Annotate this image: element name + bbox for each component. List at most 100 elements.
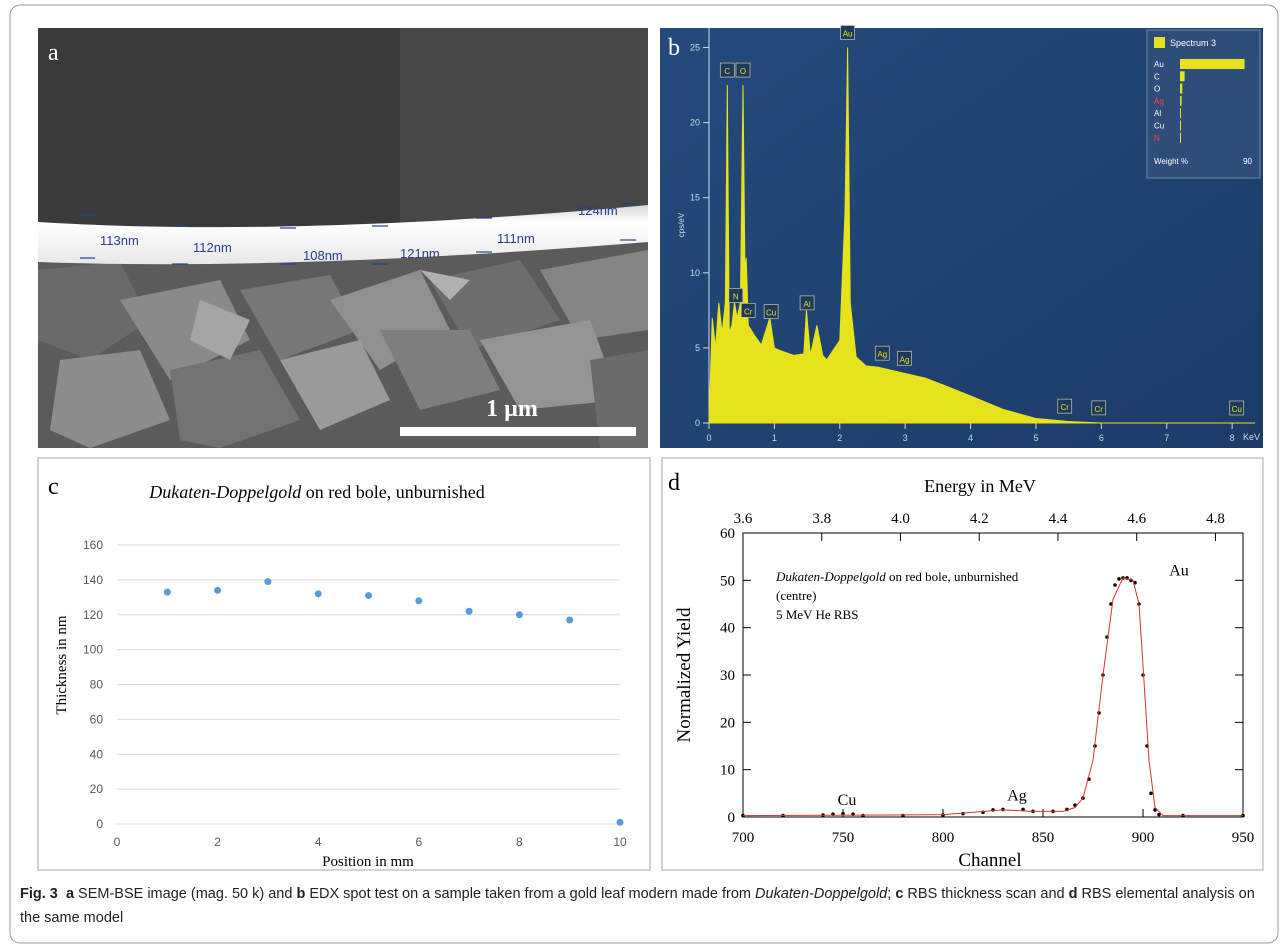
- y-tick-label: 40: [720, 621, 735, 637]
- x2-tick-label: 4.8: [1206, 511, 1225, 527]
- legend-bar: [1180, 83, 1183, 94]
- x-tick-label: 1: [772, 433, 777, 443]
- legend-bar: [1180, 120, 1181, 131]
- annotation: Cu: [838, 792, 857, 809]
- peak-label: Ag: [900, 355, 910, 364]
- legend-bar: [1180, 71, 1185, 82]
- point: [264, 578, 272, 586]
- caption-letter: a: [65, 886, 75, 902]
- panel-frame: [37, 457, 651, 871]
- caption-text: RBS elemental analysis on the same model: [20, 886, 1255, 926]
- y-tick-label: 140: [83, 573, 103, 587]
- caption-letter: c: [895, 886, 904, 902]
- data-point: [1117, 577, 1121, 581]
- peak-label: Ag: [877, 350, 887, 359]
- caption-letter: d: [1068, 886, 1078, 902]
- legend-name: Ag: [1154, 97, 1164, 106]
- y-axis-label: cps/eV: [677, 212, 686, 237]
- x-tick-label: 6: [415, 835, 422, 849]
- x-tick-label: 850: [1032, 830, 1055, 846]
- y-tick-label: 100: [83, 643, 103, 657]
- x-tick-label: 8: [516, 835, 523, 849]
- x-tick-label: 700: [732, 830, 755, 846]
- note-line: 5 MeV He RBS: [776, 607, 858, 622]
- data-point: [1113, 583, 1117, 587]
- data-point: [961, 811, 965, 816]
- measurement: 108nm: [303, 248, 343, 263]
- gold-layer: [38, 205, 648, 265]
- x2-tick-label: 4.0: [891, 511, 910, 527]
- measurement: 113nm: [100, 233, 139, 248]
- x-tick-label: 4: [315, 835, 322, 849]
- panel-letter: c: [48, 474, 59, 500]
- y-tick-label: 50: [720, 573, 735, 589]
- peak-box: [1229, 400, 1245, 416]
- measurement: 121nm: [400, 246, 440, 261]
- annotation: Ag: [1007, 787, 1027, 804]
- y-tick-label: 0: [96, 817, 103, 831]
- peak-box: [874, 345, 890, 361]
- note-italic: Dukaten-Doppelgold: [775, 569, 886, 584]
- peak-label: Au: [843, 30, 853, 39]
- y-tick-label: 0: [695, 418, 700, 428]
- x-tick-label: 900: [1132, 830, 1155, 846]
- y-tick-label: 80: [90, 678, 104, 692]
- data-point: [1149, 791, 1153, 796]
- annotation: Au: [1169, 563, 1189, 580]
- panel-letter: d: [668, 470, 680, 496]
- caption-text: RBS thickness scan and: [907, 886, 1065, 902]
- peak-box: [763, 304, 779, 319]
- y-tick-label: 60: [90, 712, 104, 726]
- point: [515, 611, 523, 619]
- peak-box: [719, 62, 735, 78]
- x2-tick-label: 3.8: [812, 511, 831, 527]
- peak-box: [897, 350, 912, 366]
- peak-label: Cr: [1060, 403, 1069, 412]
- x-tick-label: 2: [837, 433, 842, 443]
- panel-d: d Energy in MeV Channel Normalized Yield…: [661, 457, 1264, 871]
- caption: Fig. 3 a SEM-BSE image (mag. 50 k) and b…: [20, 882, 1265, 930]
- x-tick-label: 5: [1033, 433, 1038, 443]
- y-tick-label: 20: [690, 118, 700, 128]
- legend-name: C: [1154, 72, 1160, 81]
- sem-texture: [38, 250, 648, 448]
- measurements: 113nm 112nm 108nm 121nm 111nm 124nm: [100, 203, 618, 263]
- peak-box: [740, 303, 756, 318]
- caption-italic: Dukaten-Doppelgold: [755, 886, 888, 902]
- sem-top-right: [400, 28, 648, 228]
- x-tick-label: 8: [1230, 433, 1235, 443]
- peak-box: [735, 62, 751, 78]
- y-tick-label: 40: [90, 747, 104, 761]
- note-line: Dukaten-Doppelgold on red bole, unburnis…: [775, 569, 1019, 584]
- peak-label: Al: [804, 300, 811, 309]
- x-tick-label: 6: [1099, 433, 1104, 443]
- x-tick-label: 3: [903, 433, 908, 443]
- legend-name: Au: [1154, 60, 1164, 69]
- legend-x-label: Weight %: [1154, 157, 1188, 166]
- caption-text: ;: [887, 886, 892, 902]
- y-tick-label: 10: [720, 763, 735, 779]
- peak-box: [728, 288, 744, 303]
- legend-bar: [1180, 132, 1181, 143]
- x2-tick-label: 3.6: [734, 511, 753, 527]
- peak-box: [799, 295, 815, 311]
- note-line: (centre): [776, 588, 816, 603]
- point: [314, 590, 322, 598]
- y-tick-label: 20: [90, 782, 104, 796]
- point: [365, 592, 372, 600]
- x-tick-label: 800: [932, 830, 955, 846]
- y-axis-label: Thickness in nm: [54, 615, 70, 714]
- panel-a: 113nm 112nm 108nm 121nm 111nm 124nm 1 µm…: [38, 28, 648, 448]
- scale-label: 1 µm: [486, 396, 538, 422]
- y-axis-label: Normalized Yield: [674, 607, 695, 742]
- peak-label: Cu: [766, 308, 776, 317]
- figure-frame: [9, 4, 1279, 944]
- measurement: 111nm: [497, 231, 535, 246]
- legend-swatch: [1154, 37, 1165, 48]
- x-tick-label: 7: [1164, 433, 1169, 443]
- x-axis-label: Channel: [958, 850, 1021, 871]
- y-tick-label: 5: [695, 343, 700, 353]
- y-tick-label: 10: [690, 268, 700, 278]
- legend-x-max: 90: [1243, 157, 1252, 166]
